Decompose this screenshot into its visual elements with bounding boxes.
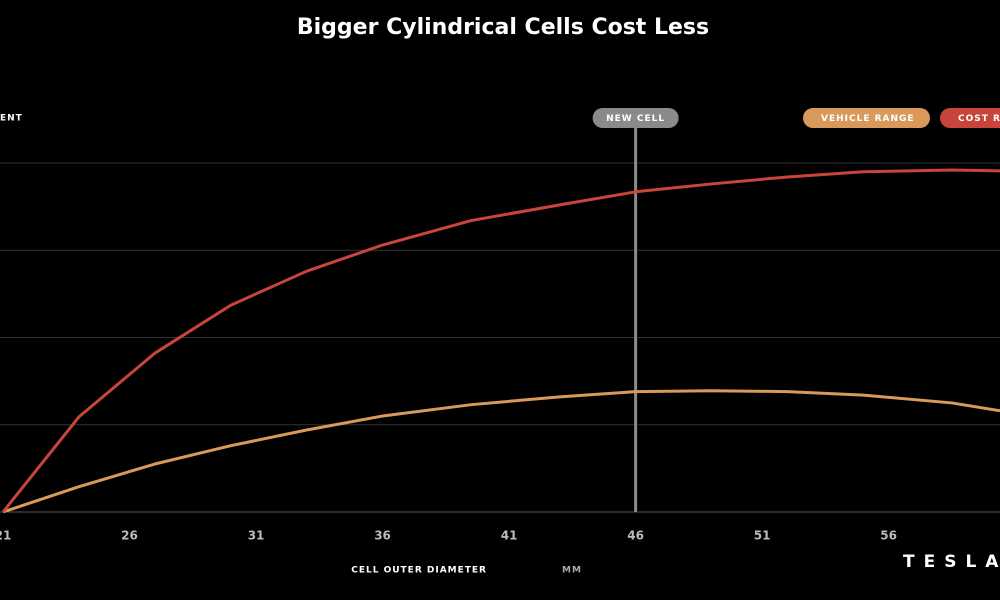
x-tick-label: 26	[121, 529, 138, 543]
y-axis-label: ENT	[0, 114, 23, 124]
legend-label: VEHICLE RANGE	[821, 114, 915, 124]
x-tick-label: 36	[374, 529, 391, 543]
x-tick-label: 41	[501, 529, 518, 543]
x-tick-label: 51	[754, 529, 771, 543]
logo: TESLA	[903, 552, 1000, 572]
x-axis-unit: MM	[562, 566, 582, 576]
legend-pill	[940, 108, 1000, 128]
x-tick-label: 46	[627, 529, 644, 543]
legend-label: COST R	[958, 114, 1000, 124]
series-line	[1, 168, 1000, 513]
x-tick-label: 21	[0, 529, 11, 543]
chart-title: Bigger Cylindrical Cells Cost Less	[297, 15, 709, 40]
x-tick-label: 56	[880, 529, 897, 543]
x-axis-label: CELL OUTER DIAMETER	[351, 566, 487, 576]
annotation-label: NEW CELL	[606, 114, 665, 124]
annotation-pill	[592, 108, 679, 128]
series-line	[2, 389, 1000, 514]
legend-pill	[803, 108, 930, 128]
x-tick-label: 31	[248, 529, 265, 543]
